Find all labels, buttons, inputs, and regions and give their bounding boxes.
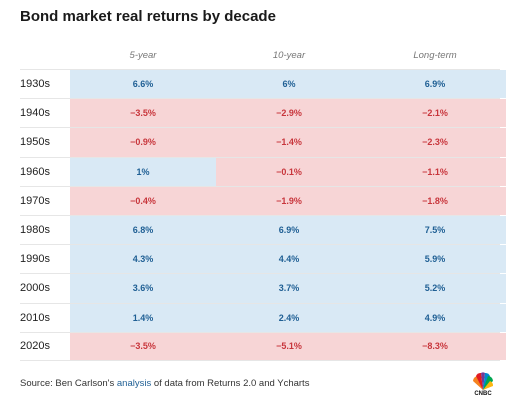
table-cell: 1% xyxy=(70,157,216,186)
table-cell: 6.9% xyxy=(216,215,362,245)
table-row: 1970s −0.4% −1.9% −1.8% xyxy=(20,185,506,215)
table-cell: 6.6% xyxy=(70,70,216,99)
chart-title: Bond market real returns by decade xyxy=(20,8,276,25)
table-cell: −5.1% xyxy=(216,332,362,360)
row-label: 1950s xyxy=(20,136,50,149)
source-analysis-link[interactable]: analysis xyxy=(116,378,152,389)
logo-text: CNBC xyxy=(474,391,492,397)
table-cell: 1.4% xyxy=(70,303,216,332)
table-cell: 4.9% xyxy=(362,303,506,332)
table-row: 1930s 6.6% 6% 6.9% xyxy=(20,69,506,99)
table-cell: 6.9% xyxy=(362,70,506,99)
table-cell: −0.9% xyxy=(70,128,216,157)
table-row: 1960s 1% −0.1% −1.1% xyxy=(20,156,506,186)
table-cell: 6.8% xyxy=(70,215,216,245)
table-cell: 5.9% xyxy=(362,245,506,274)
table-cell: 7.5% xyxy=(362,215,506,245)
table-cell: 4.4% xyxy=(216,245,362,274)
table-cell: −1.1% xyxy=(362,157,506,186)
table-cell: 6% xyxy=(216,70,362,99)
table-cell: 4.3% xyxy=(70,245,216,274)
table-cell: −3.5% xyxy=(70,99,216,128)
table-cell: −2.1% xyxy=(362,99,506,128)
table-cell: 3.7% xyxy=(216,274,362,303)
row-label: 1930s xyxy=(20,78,50,91)
column-header-10-year: 10-year xyxy=(272,50,306,61)
table-cell: −1.8% xyxy=(362,186,506,215)
row-label: 1940s xyxy=(20,107,50,120)
table-row: 2000s 3.6% 3.7% 5.2% xyxy=(20,273,506,303)
table-cell: −1.9% xyxy=(216,186,362,215)
row-label: 2010s xyxy=(20,311,50,324)
table-row: 2010s 1.4% 2.4% 4.9% xyxy=(20,302,506,332)
row-label: 2020s xyxy=(20,340,50,353)
table-cell: −0.4% xyxy=(70,186,216,215)
table-cell: −2.9% xyxy=(216,99,362,128)
returns-table: 1930s 6.6% 6% 6.9% 1940s −3.5% −2.9% −2.1% 1950s… xyxy=(20,69,506,361)
row-label: 2000s xyxy=(20,282,50,295)
table-cell: −1.4% xyxy=(216,128,362,157)
table-row: 1980s 6.8% 6.9% 7.5% xyxy=(20,214,506,245)
table-cell: −3.5% xyxy=(70,332,216,360)
table-row: 1950s −0.9% −1.4% −2.3% xyxy=(20,127,506,157)
cnbc-logo: CNBC xyxy=(470,372,496,400)
table-row: 2020s −3.5% −5.1% −8.3% xyxy=(20,331,506,361)
peacock-icon xyxy=(473,372,494,390)
table-cell: −0.1% xyxy=(216,157,362,186)
row-label: 1990s xyxy=(20,253,50,266)
table-cell: −8.3% xyxy=(362,332,506,360)
table-cell: 3.6% xyxy=(70,274,216,303)
column-headers: 5-year 10-year Long-term xyxy=(0,50,506,66)
column-header-5-year: 5-year xyxy=(129,50,157,61)
table-row: 1990s 4.3% 4.4% 5.9% xyxy=(20,244,506,274)
row-label: 1980s xyxy=(20,224,50,237)
table-cell: −2.3% xyxy=(362,128,506,157)
source-prefix: Source: Ben Carlson's xyxy=(20,378,117,389)
row-label: 1970s xyxy=(20,194,50,207)
column-header-long-term: Long-term xyxy=(413,50,457,61)
table-cell: 5.2% xyxy=(362,274,506,303)
row-label: 1960s xyxy=(20,165,50,178)
source-suffix: of data from Returns 2.0 and Ycharts xyxy=(151,378,310,389)
source-footer: Source: Ben Carlson's analysis of data f… xyxy=(20,378,309,389)
table-row: 1940s −3.5% −2.9% −2.1% xyxy=(20,98,506,128)
table-cell: 2.4% xyxy=(216,303,362,332)
